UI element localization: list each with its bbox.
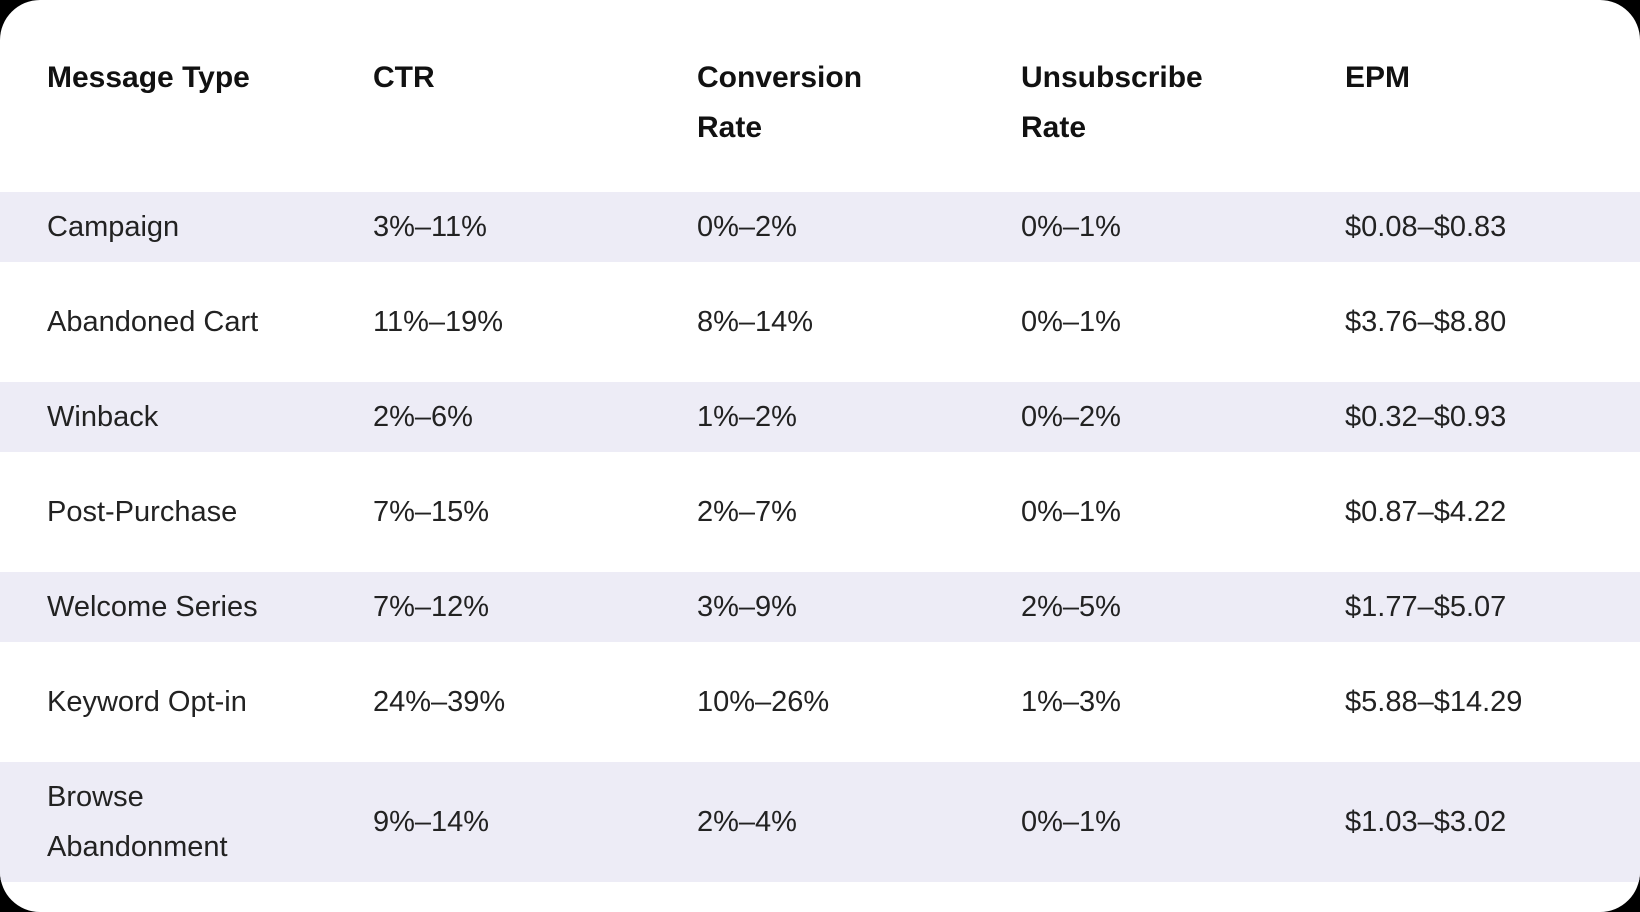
- cell-conversion-rate: 2%–7%: [697, 496, 797, 528]
- column-header-label: CTR: [373, 61, 435, 94]
- cell-message-type: Abandoned Cart: [0, 287, 373, 357]
- cell-message-type: Keyword Opt-in: [0, 667, 373, 737]
- cell-conversion-rate: 8%–14%: [697, 306, 814, 338]
- cell-unsubscribe-rate: 0%–1%: [1021, 306, 1121, 338]
- cell-ctr: 24%–39%: [373, 686, 506, 718]
- cell-value: Abandoned Cart: [47, 306, 259, 338]
- cell-conversion-rate: 10%–26%: [697, 686, 830, 718]
- cell-conversion-rate: 0%–2%: [697, 192, 1021, 262]
- cell-ctr: 2%–6%: [373, 382, 697, 452]
- table-row-winback: Winback 2%–6% 1%–2% 0%–2% $0.32–$0.93: [0, 382, 1640, 452]
- cell-conversion-rate: 1%–2%: [697, 382, 1021, 452]
- column-header-label: Unsubscribe Rate: [1021, 61, 1203, 144]
- table-row-browse-abandonment: Browse Abandonment 9%–14% 2%–4% 0%–1% $1…: [0, 762, 1640, 882]
- cell-message-type: Campaign: [0, 192, 373, 262]
- cell-ctr: 3%–11%: [373, 192, 697, 262]
- column-header-unsubscribe-rate: Unsubscribe Rate: [1021, 25, 1345, 167]
- cell-epm: $3.76–$8.80: [1345, 306, 1507, 338]
- column-header-ctr: CTR: [373, 25, 697, 167]
- column-header-label: Conversion Rate: [697, 61, 863, 144]
- cell-ctr: 11%–19%: [373, 306, 504, 338]
- table-row-post-purchase: Post-Purchase 7%–15% 2%–7% 0%–1% $0.87–$…: [0, 477, 1640, 547]
- cell-epm: $0.08–$0.83: [1345, 192, 1640, 262]
- cell-ctr: 7%–15%: [373, 496, 490, 528]
- cell-unsubscribe-rate: 1%–3%: [1021, 686, 1121, 718]
- cell-message-type: Winback: [0, 382, 373, 452]
- cell-value: Post-Purchase: [47, 496, 238, 528]
- table-body: Campaign 3%–11% 0%–2% 0%–1% $0.08–$0.83 …: [0, 192, 1640, 882]
- column-header-epm: EPM: [1345, 25, 1640, 167]
- header-row: Message Type CTR Conversion Rate Unsubsc…: [0, 25, 1640, 167]
- cell-epm: $1.03–$3.02: [1345, 762, 1640, 882]
- table-row-keyword-opt-in: Keyword Opt-in 24%–39% 10%–26% 1%–3% $5.…: [0, 667, 1640, 737]
- cell-value: Keyword Opt-in: [47, 686, 247, 718]
- cell-message-type: Browse Abandonment: [0, 762, 373, 882]
- column-header-label: Message Type: [47, 61, 250, 94]
- cell-epm: $0.87–$4.22: [1345, 496, 1507, 528]
- cell-epm: $0.32–$0.93: [1345, 382, 1640, 452]
- column-header-label: EPM: [1345, 61, 1411, 94]
- cell-unsubscribe-rate: 2%–5%: [1021, 572, 1345, 642]
- column-header-conversion-rate: Conversion Rate: [697, 25, 1021, 167]
- cell-conversion-rate: 2%–4%: [697, 762, 1021, 882]
- table-header: Message Type CTR Conversion Rate Unsubsc…: [0, 25, 1640, 167]
- cell-unsubscribe-rate: 0%–1%: [1021, 762, 1345, 882]
- cell-value: Browse Abandonment: [47, 781, 228, 863]
- cell-unsubscribe-rate: 0%–1%: [1021, 192, 1345, 262]
- table-row-welcome-series: Welcome Series 7%–12% 3%–9% 2%–5% $1.77–…: [0, 572, 1640, 642]
- cell-epm: $5.88–$14.29: [1345, 686, 1523, 718]
- table-row-campaign: Campaign 3%–11% 0%–2% 0%–1% $0.08–$0.83: [0, 192, 1640, 262]
- cell-value: Welcome Series: [47, 591, 258, 623]
- cell-conversion-rate: 3%–9%: [697, 572, 1021, 642]
- cell-ctr: 9%–14%: [373, 762, 697, 882]
- cell-ctr: 7%–12%: [373, 572, 697, 642]
- column-header-message-type: Message Type: [0, 25, 373, 167]
- cell-message-type: Post-Purchase: [0, 477, 373, 547]
- cell-epm: $1.77–$5.07: [1345, 572, 1640, 642]
- cell-unsubscribe-rate: 0%–2%: [1021, 382, 1345, 452]
- cell-value: Winback: [47, 401, 159, 433]
- table-row-abandoned-cart: Abandoned Cart 11%–19% 8%–14% 0%–1% $3.7…: [0, 287, 1640, 357]
- cell-unsubscribe-rate: 0%–1%: [1021, 496, 1121, 528]
- cell-value: Campaign: [47, 211, 180, 243]
- cell-message-type: Welcome Series: [0, 572, 373, 642]
